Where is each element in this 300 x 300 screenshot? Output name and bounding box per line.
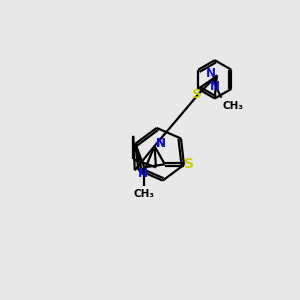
Text: N: N	[206, 68, 216, 80]
Text: S: S	[184, 157, 194, 171]
Text: N: N	[156, 137, 166, 150]
Text: N: N	[156, 137, 166, 150]
Text: N: N	[138, 167, 148, 180]
Text: CH₃: CH₃	[223, 101, 244, 111]
Text: CH₃: CH₃	[134, 189, 155, 200]
Text: S: S	[192, 88, 201, 101]
Text: N: N	[210, 80, 220, 93]
